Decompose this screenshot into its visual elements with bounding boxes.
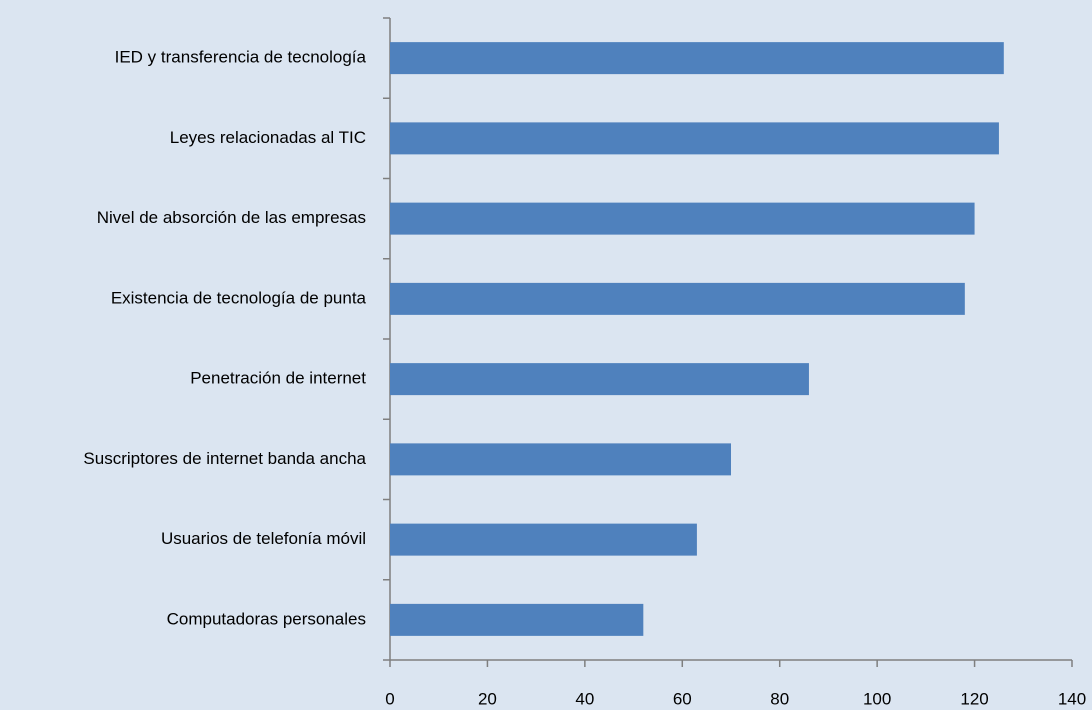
bar bbox=[390, 363, 809, 396]
bar bbox=[390, 122, 999, 155]
y-tick-label: Usuarios de telefonía móvil bbox=[161, 529, 366, 548]
y-tick-label: Leyes relacionadas al TIC bbox=[170, 128, 366, 147]
x-tick-label: 100 bbox=[863, 689, 891, 708]
x-tick-label: 60 bbox=[673, 689, 692, 708]
y-tick-label: Existencia de tecnología de punta bbox=[111, 288, 367, 307]
y-tick-label: Penetración de internet bbox=[190, 369, 366, 388]
x-tick-label: 0 bbox=[385, 689, 394, 708]
bar bbox=[390, 282, 965, 315]
x-tick-label: 20 bbox=[478, 689, 497, 708]
y-tick-label: Nivel de absorción de las empresas bbox=[97, 208, 366, 227]
x-tick-label: 80 bbox=[770, 689, 789, 708]
bar bbox=[390, 42, 1004, 75]
bar bbox=[390, 603, 644, 636]
bar bbox=[390, 443, 731, 476]
bar bbox=[390, 523, 697, 556]
x-tick-label: 140 bbox=[1058, 689, 1086, 708]
y-tick-label: Computadoras personales bbox=[167, 609, 366, 628]
y-tick-label: Suscriptores de internet banda ancha bbox=[83, 449, 366, 468]
x-tick-label: 120 bbox=[960, 689, 988, 708]
bar bbox=[390, 202, 975, 235]
x-tick-label: 40 bbox=[575, 689, 594, 708]
y-tick-label: IED y transferencia de tecnología bbox=[115, 48, 367, 67]
